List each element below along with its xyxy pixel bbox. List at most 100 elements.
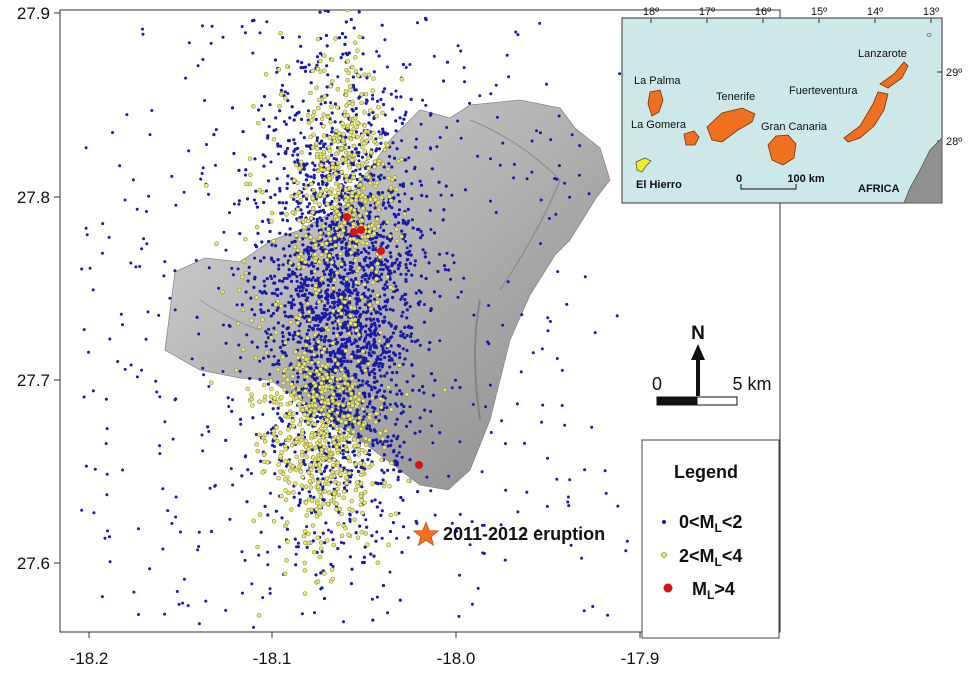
event-marker-small: [347, 336, 352, 340]
event-marker-small: [603, 469, 607, 473]
event-marker-mid: [388, 407, 394, 412]
event-marker-mid: [340, 386, 345, 391]
event-marker-small: [406, 536, 410, 540]
event-marker-small: [393, 261, 397, 265]
event-marker-mid: [359, 530, 364, 535]
event-marker-small: [289, 294, 293, 298]
event-marker-mid: [330, 161, 336, 167]
event-marker-mid: [375, 560, 381, 565]
event-marker-small: [327, 528, 330, 532]
event-marker-small: [350, 270, 355, 275]
event-marker-small: [357, 154, 361, 158]
event-marker-small: [370, 499, 374, 503]
event-marker-small: [373, 406, 377, 411]
event-marker-small: [244, 168, 248, 172]
event-marker-mid: [362, 149, 367, 154]
event-marker-small: [273, 58, 278, 62]
event-marker-small: [309, 81, 313, 85]
event-marker-mid: [271, 399, 277, 405]
event-marker-small: [362, 257, 366, 261]
event-marker-small: [348, 555, 352, 559]
event-marker-mid: [358, 426, 364, 432]
event-marker-mid: [321, 404, 326, 410]
event-marker-mid: [367, 229, 372, 234]
event-marker-small: [384, 416, 388, 420]
event-marker-small: [146, 310, 150, 314]
event-marker-small: [352, 341, 356, 345]
event-marker-mid: [331, 473, 337, 479]
event-marker-small: [376, 317, 380, 321]
event-marker-small: [154, 379, 158, 383]
event-marker-small: [555, 477, 559, 481]
event-marker-mid: [310, 389, 316, 395]
event-marker-small: [226, 396, 230, 400]
event-marker-mid: [316, 372, 322, 377]
event-marker-mid: [352, 419, 357, 424]
event-marker-small: [244, 173, 247, 177]
event-marker-small: [285, 286, 289, 290]
event-marker-mid: [278, 30, 283, 36]
event-marker-small: [397, 451, 401, 455]
event-marker-small: [401, 347, 405, 351]
event-marker-small: [362, 268, 366, 272]
event-marker-small: [268, 591, 272, 595]
event-marker-small: [387, 321, 391, 325]
event-marker-small: [266, 563, 270, 567]
event-marker-small: [379, 141, 383, 145]
event-marker-small: [284, 464, 288, 468]
event-marker-mid: [275, 438, 280, 444]
event-marker-small: [388, 251, 392, 255]
event-marker-mid: [317, 554, 323, 560]
event-marker-small: [140, 368, 143, 372]
event-marker-mid: [353, 443, 358, 448]
event-marker-mid: [364, 211, 369, 216]
event-marker-mid: [348, 354, 354, 360]
event-marker-small: [382, 165, 386, 169]
event-marker-small: [332, 305, 336, 309]
event-marker-small: [276, 144, 280, 148]
event-marker-small: [423, 303, 426, 306]
event-marker-small: [341, 290, 345, 294]
event-marker-mid: [360, 349, 366, 354]
event-marker-small: [369, 334, 373, 338]
event-marker-small: [449, 277, 453, 281]
event-marker-small: [254, 433, 258, 436]
event-marker-small: [307, 257, 311, 261]
event-marker-small: [356, 432, 360, 436]
event-marker-small: [405, 308, 409, 312]
event-marker-small: [334, 316, 338, 320]
event-marker-mid: [353, 244, 358, 249]
event-marker-mid: [296, 218, 302, 223]
event-marker-small: [400, 314, 404, 318]
event-marker-small: [82, 328, 86, 332]
event-marker-small: [305, 525, 309, 529]
event-marker-small: [186, 604, 190, 608]
event-marker-small: [281, 218, 285, 222]
event-marker-small: [384, 206, 388, 210]
event-marker-small: [377, 389, 381, 393]
event-marker-mid: [353, 115, 358, 121]
event-marker-small: [389, 323, 393, 327]
event-marker-small: [295, 274, 299, 279]
event-marker-small: [304, 288, 308, 292]
event-marker-small: [362, 555, 366, 559]
event-marker-small: [316, 420, 320, 424]
event-marker-small: [104, 442, 108, 446]
event-marker-small: [288, 227, 292, 231]
event-marker-large: [343, 213, 351, 221]
event-marker-small: [361, 379, 365, 383]
event-marker-mid: [318, 230, 324, 236]
event-marker-small: [325, 216, 329, 220]
event-marker-small: [489, 92, 493, 96]
event-marker-mid: [274, 391, 280, 396]
event-marker-small: [389, 344, 393, 348]
event-marker-small: [400, 550, 404, 555]
event-marker-mid: [326, 481, 331, 487]
event-marker-small: [300, 277, 304, 281]
event-marker-small: [304, 450, 308, 454]
event-marker-mid: [325, 155, 331, 160]
event-marker-small: [134, 265, 138, 269]
event-marker-small: [370, 370, 374, 374]
event-marker-small: [404, 110, 408, 114]
event-marker-small: [358, 172, 362, 176]
